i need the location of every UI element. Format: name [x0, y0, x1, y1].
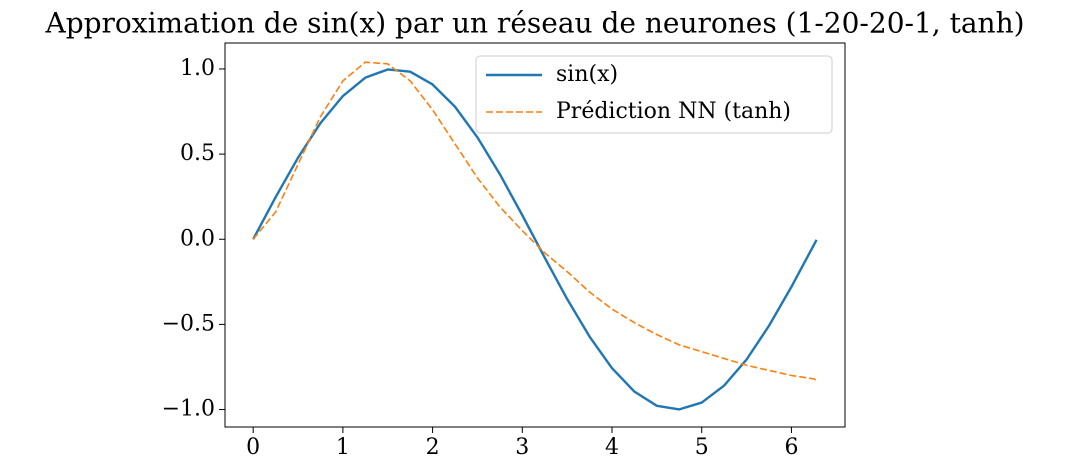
x-tick-label: 1 — [336, 435, 350, 460]
legend-label: Prédiction NN (tanh) — [556, 99, 791, 124]
x-tick-label: 5 — [695, 435, 709, 460]
y-tick-label: −0.5 — [162, 311, 215, 336]
legend-label: sin(x) — [556, 62, 618, 87]
x-tick-label: 6 — [784, 435, 798, 460]
x-tick-label: 2 — [426, 435, 440, 460]
y-tick-label: 0.5 — [180, 141, 215, 166]
series-line — [252, 68, 818, 411]
legend: sin(x) Prédiction NN (tanh) — [475, 55, 833, 134]
y-tick-label: 1.0 — [180, 56, 215, 81]
y-tick-label: 0.0 — [180, 226, 215, 251]
plot-frame — [224, 42, 846, 428]
x-tick-label: 4 — [605, 435, 619, 460]
x-tick-label: 0 — [246, 435, 260, 460]
x-tick-label: 3 — [515, 435, 529, 460]
series-line — [252, 61, 817, 382]
y-tick-label: −1.0 — [162, 397, 215, 422]
chart-title: Approximation de sin(x) par un réseau de… — [44, 7, 1024, 40]
legend-box — [475, 55, 833, 134]
